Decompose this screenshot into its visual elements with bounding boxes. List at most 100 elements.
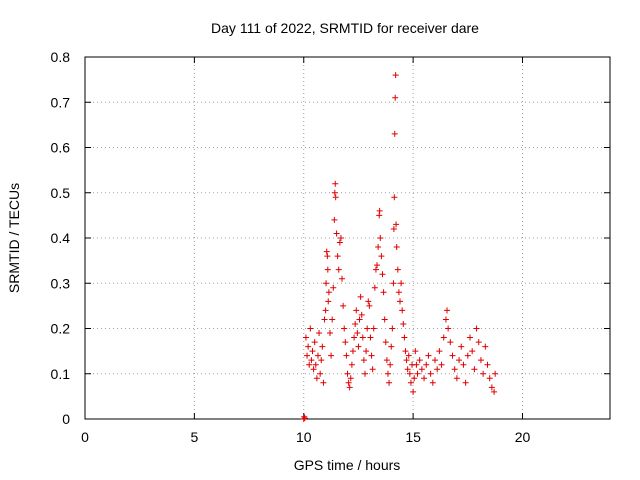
data-point [471,366,478,373]
data-point [305,343,312,350]
y-tick-labels: 0 0.1 0.2 0.3 0.4 0.5 0.6 0.7 0.8 [51,49,71,427]
data-point [362,370,368,377]
data-point [432,357,438,364]
data-point [427,370,434,377]
data-point [416,357,423,364]
data-point [425,352,432,359]
data-point [351,334,358,341]
data-point [317,370,324,377]
data-point [318,357,325,364]
data-point [331,216,338,223]
axis-ticks [84,56,610,420]
y-axis-label: SRMTID / TECUs [6,183,22,293]
data-point [327,330,333,337]
data-point [486,375,493,382]
data-point [449,352,456,359]
data-point [462,379,469,386]
data-point [464,352,471,359]
x-tick-label: 20 [515,429,531,445]
x-tick-labels: 0 5 10 15 20 [81,429,530,445]
data-point [394,266,401,273]
x-axis-label: GPS time / hours [294,457,401,473]
data-point [306,361,313,368]
data-point [354,330,361,337]
data-point [335,266,342,273]
y-tick-label: 0.2 [51,321,71,337]
data-point [395,289,402,296]
data-point [330,284,337,291]
data-point [310,366,317,373]
data-point [418,366,425,373]
data-points [300,72,499,422]
data-point [333,230,340,237]
data-point [451,366,458,373]
data-point [372,266,379,273]
data-point [344,370,351,377]
data-point [444,307,451,314]
data-point [383,357,390,364]
data-point [412,348,419,355]
data-point [404,366,411,373]
data-point [339,275,346,282]
data-point [402,348,409,355]
data-point [399,307,406,314]
data-point [469,348,476,355]
data-point [453,375,460,382]
data-point [311,339,318,346]
data-point [312,361,319,368]
data-point [365,298,372,305]
data-point [353,307,360,314]
data-point [302,334,309,341]
data-point [447,339,454,346]
data-point [366,302,373,309]
data-point [405,352,412,359]
data-point [393,244,400,251]
data-point [308,357,315,364]
data-point [325,298,332,305]
data-point [484,361,491,368]
data-point [371,284,378,291]
data-point [391,194,398,201]
data-point [357,293,364,300]
data-point [359,334,366,341]
data-point [322,307,329,314]
data-point [301,413,308,420]
data-point [492,370,499,377]
data-point [378,253,385,260]
y-tick-label: 0.5 [51,185,71,201]
data-point [355,343,362,350]
data-point [367,334,374,341]
data-point [336,239,343,246]
data-point [387,361,394,368]
x-tick-label: 10 [296,429,312,445]
data-point [392,72,399,79]
data-point [342,339,349,346]
y-tick-label: 0.6 [51,140,71,156]
data-point [370,325,377,332]
data-point [381,316,388,323]
data-point [407,379,414,386]
data-point [480,370,487,377]
data-point [337,235,344,241]
data-point [301,415,308,422]
data-point [423,361,430,368]
data-point [429,379,436,386]
data-point [313,375,320,382]
data-point [377,235,384,241]
data-point [382,339,389,346]
data-point [421,375,428,382]
data-point [442,316,449,323]
data-point [316,330,323,337]
y-tick-label: 0.4 [51,230,71,246]
data-point [376,207,383,214]
data-point [477,357,484,364]
data-point [320,379,327,386]
data-point [440,334,447,341]
data-point [329,316,336,323]
data-point [323,280,330,287]
data-point [363,348,370,355]
x-tick-label: 5 [190,429,198,445]
data-point [348,361,355,368]
data-point [307,325,314,332]
data-point [319,343,326,350]
